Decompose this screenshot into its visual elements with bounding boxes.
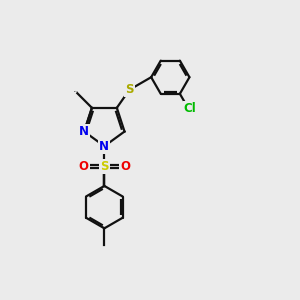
Text: O: O <box>120 160 130 173</box>
Text: N: N <box>99 140 110 153</box>
Text: N: N <box>79 125 89 138</box>
Text: S: S <box>100 160 109 173</box>
Text: Cl: Cl <box>184 101 197 115</box>
Text: S: S <box>125 83 134 96</box>
Text: methyl: methyl <box>74 91 78 92</box>
Text: O: O <box>79 160 89 173</box>
